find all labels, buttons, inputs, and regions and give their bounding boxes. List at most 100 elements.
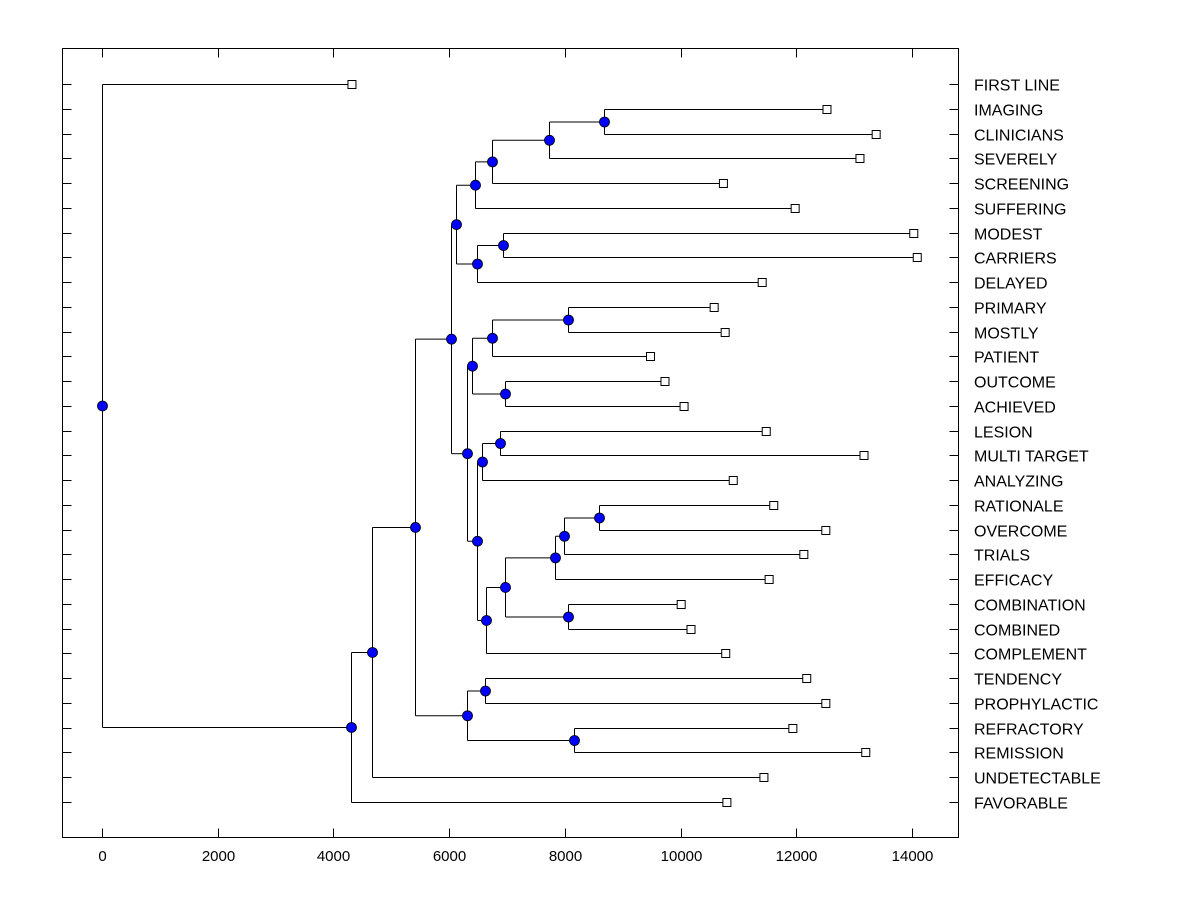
leaf-label: ACHIEVED (974, 400, 1056, 417)
leaf-label: FIRST LINE (974, 78, 1060, 95)
leaf-label: EFFICACY (974, 573, 1053, 590)
leaf-marker (769, 501, 779, 510)
plot-frame (62, 48, 959, 838)
node-marker (462, 710, 473, 722)
leaf-label: FAVORABLE (974, 796, 1068, 813)
leaf-marker (676, 600, 686, 609)
leaf-marker (821, 526, 831, 535)
leaf-marker (757, 278, 767, 287)
node-marker (451, 219, 462, 230)
leaf-marker (660, 377, 670, 386)
node-marker (470, 179, 481, 191)
leaf-label: REMISSION (974, 746, 1064, 763)
leaf-marker (799, 550, 809, 559)
leaf-marker (855, 154, 865, 163)
node-markers (97, 116, 610, 746)
x-tick-label: 4000 (317, 848, 350, 865)
leaf-label: UNDETECTABLE (974, 771, 1101, 788)
node-marker (500, 388, 511, 400)
node-marker (367, 647, 378, 658)
node-marker (500, 582, 511, 593)
node-marker (544, 134, 555, 146)
leaf-marker (802, 674, 812, 683)
leaf-label: TENDENCY (974, 672, 1062, 689)
x-tick-label: 6000 (433, 848, 466, 865)
node-marker (472, 258, 483, 270)
x-tick-label: 12000 (776, 848, 818, 865)
leaf-marker (821, 699, 831, 708)
leaf-marker (861, 748, 871, 757)
leaf-label: PATIENT (974, 350, 1039, 367)
leaf-label: DELAYED (974, 276, 1048, 293)
node-marker (550, 552, 561, 564)
dendrogram-links (102, 84, 918, 803)
leaf-marker (764, 575, 774, 584)
node-marker (472, 535, 483, 547)
leaf-label: PROPHYLACTIC (974, 697, 1098, 714)
leaf-label: OVERCOME (974, 524, 1067, 541)
leaf-label: RATIONALE (974, 499, 1064, 516)
leaf-marker (761, 427, 771, 436)
leaf-marker (790, 204, 800, 213)
leaf-label: TRIALS (974, 548, 1030, 565)
node-marker (495, 438, 506, 449)
node-marker (599, 116, 610, 128)
x-tick-label: 0 (98, 848, 106, 865)
node-marker (481, 615, 492, 626)
leaf-label: IMAGING (974, 103, 1043, 120)
node-marker (410, 522, 421, 533)
leaf-label: MODEST (974, 227, 1043, 244)
node-marker (480, 685, 491, 697)
leaf-marker (871, 130, 881, 139)
leaf-marker (728, 476, 738, 485)
node-marker (498, 240, 509, 251)
leaf-marker (788, 724, 798, 733)
node-marker (594, 512, 605, 524)
leaf-marker (720, 328, 730, 337)
node-marker (563, 611, 574, 623)
leaf-label: CARRIERS (974, 251, 1057, 268)
node-marker (477, 456, 488, 468)
node-marker (346, 722, 357, 733)
leaf-marker (859, 451, 869, 460)
leaf-marker (759, 773, 769, 782)
x-tick-label: 8000 (549, 848, 582, 865)
leaf-label: COMBINATION (974, 598, 1086, 615)
node-marker (563, 314, 574, 326)
leaf-label: ANALYZING (974, 474, 1064, 491)
leaf-marker (721, 649, 731, 658)
leaf-label: OUTCOME (974, 375, 1056, 392)
node-marker (97, 400, 108, 412)
x-tick-label: 2000 (202, 848, 235, 865)
leaf-label: LESION (974, 425, 1033, 442)
leaf-label: MOSTLY (974, 326, 1039, 343)
x-axis: 0 2000 4000 6000 8000 10000 12000 14000 (98, 48, 934, 865)
leaf-labels: FIRST LINE IMAGING CLINICIANS SEVERELY SCREE… (974, 78, 1101, 813)
leaf-marker (709, 303, 719, 312)
leaf-markers (347, 80, 922, 807)
node-marker (569, 735, 580, 746)
node-marker (487, 332, 498, 344)
x-tick-label: 10000 (661, 848, 703, 865)
leaf-label: COMPLEMENT (974, 647, 1087, 664)
leaf-label: SUFFERING (974, 202, 1066, 219)
leaf-marker (909, 229, 919, 238)
leaf-label: CLINICIANS (974, 128, 1064, 145)
leaf-label: SEVERELY (974, 152, 1058, 169)
leaf-marker (718, 179, 728, 188)
leaf-label: MULTI TARGET (974, 449, 1089, 466)
x-tick-label: 14000 (892, 848, 934, 865)
leaf-label: COMBINED (974, 623, 1060, 640)
leaf-marker (686, 625, 696, 634)
node-marker (446, 333, 457, 345)
leaf-marker (646, 352, 656, 361)
leaf-marker (347, 80, 357, 89)
leaf-marker (679, 402, 689, 411)
node-marker (467, 360, 478, 372)
leaf-marker (822, 105, 832, 114)
leaf-label: SCREENING (974, 177, 1069, 194)
y-axis (62, 84, 959, 803)
node-marker (487, 156, 498, 168)
leaf-marker (912, 253, 922, 262)
